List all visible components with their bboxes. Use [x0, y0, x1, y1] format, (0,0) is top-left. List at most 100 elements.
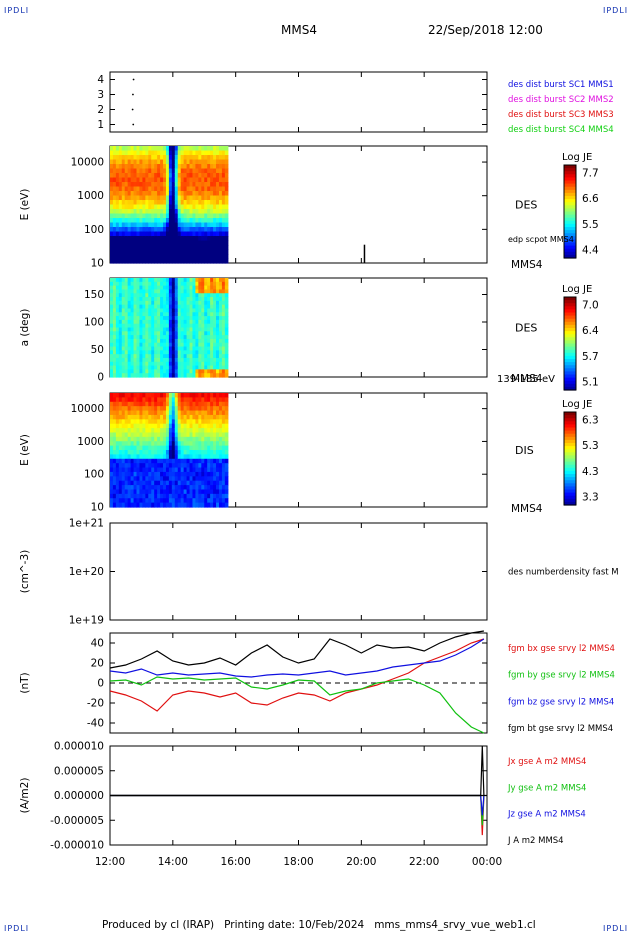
panel-2-heatmap-cell [124, 365, 129, 370]
panel-1-heatmap-cell [201, 159, 205, 165]
panel-1-heatmap-cell [160, 159, 164, 165]
panel-3-heatmap-cell [148, 401, 152, 407]
panel-1-heatmap-cell [142, 209, 146, 215]
panel-1-heatmap-cell [154, 195, 158, 201]
panel-1-heatmap-cell [110, 168, 114, 174]
panel-1-colorbar-cell [564, 239, 576, 244]
panel-3-heatmap-cell [201, 393, 205, 398]
panel-2-colorbar-cell [564, 343, 576, 348]
panel-3-heatmap-cell [201, 406, 205, 412]
panel-1-heatmap-cell [198, 195, 202, 201]
panel-1-heatmap-cell [112, 245, 117, 251]
panel-2-heatmap-cell [127, 293, 132, 298]
panel-2-heatmap-cell [142, 312, 146, 317]
panel-1-heatmap-cell [165, 164, 170, 170]
panel-2-heatmap-cell [151, 373, 155, 378]
panel-2-heatmap-cell [186, 365, 191, 370]
panel-1-heatmap-cell [136, 240, 141, 246]
panel-1-heatmap-cell [204, 177, 208, 183]
panel-3-heatmap-cell [218, 419, 223, 425]
panel-2-heatmap-cell [130, 327, 135, 332]
panel-1-colorbar-cell [564, 254, 576, 259]
panel-3-heatmap-cell [124, 480, 129, 486]
panel-1-heatmap-cell [218, 177, 223, 183]
panel-1-heatmap-cell [160, 227, 164, 233]
panel-2-colorbar-cell [564, 328, 576, 332]
panel-2-heatmap-cell [121, 357, 126, 363]
panel-2-heatmap-cell [218, 365, 223, 370]
panel-2-colorbar-tick: 6.4 [582, 325, 599, 337]
panel-2-heatmap-cell [157, 350, 161, 355]
panel-1-heatmap-cell [118, 191, 123, 197]
panel-3-heatmap-cell [151, 458, 155, 464]
panel-3-heatmap-cell [121, 410, 126, 416]
panel-3-heatmap-cell [130, 401, 135, 407]
panel-2-heatmap-cell [139, 357, 143, 363]
panel-1-heatmap-cell [136, 191, 141, 197]
panel-1-heatmap-cell [221, 159, 226, 165]
panel-3-heatmap-cell [157, 428, 161, 434]
panel-1-heatmap-cell [112, 222, 117, 228]
panel-2-heatmap-cell [110, 323, 114, 329]
panel-2-heatmap-cell [204, 346, 208, 351]
panel-1-heatmap-cell [171, 191, 176, 197]
panel-2-heatmap-cell [160, 354, 164, 359]
panel-2-heatmap-cell [195, 289, 199, 294]
panel-1-heatmap-cell [165, 168, 170, 174]
panel-1-heatmap-cell [189, 146, 194, 152]
panel-2-heatmap-cell [183, 346, 188, 351]
panel-3-heatmap-cell [168, 393, 173, 398]
panel-3-heatmap-cell [224, 454, 229, 460]
panel-3-heatmap-cell [160, 436, 164, 442]
panel-3-heatmap-cell [183, 463, 188, 469]
panel-2-heatmap-cell [183, 300, 188, 306]
panel-6-legend-entry: Jx gse A m2 MMS4 [507, 757, 586, 767]
panel-3-heatmap-cell [207, 436, 211, 442]
panel-3-heatmap-cell [163, 467, 167, 473]
panel-3-heatmap-cell [145, 498, 149, 504]
panel-1-heatmap-cell [216, 227, 220, 233]
panel-2-heatmap-cell [145, 342, 149, 348]
panel-1-heatmap-cell [180, 245, 185, 251]
panel-3-heatmap-cell [174, 480, 179, 486]
panel-2-heatmap-cell [195, 281, 199, 287]
panel-3-heatmap-cell [136, 489, 141, 495]
panel-2-heatmap-cell [160, 297, 164, 302]
panel-2-heatmap-cell [130, 323, 135, 329]
footer: Produced by cl (IRAP) Printing date: 10/… [102, 919, 536, 931]
panel-6-legend-entry: Jy gse A m2 MMS4 [507, 783, 586, 793]
panel-1-heatmap-cell [124, 245, 129, 251]
panel-1-heatmap-cell [115, 231, 120, 237]
panel-3-heatmap-cell [195, 397, 199, 403]
panel-1-heatmap-cell [180, 209, 185, 215]
panel-1-heatmap-cell [201, 186, 205, 192]
panel-2-heatmap-cell [145, 357, 149, 363]
panel-3-heatmap-cell [163, 428, 167, 434]
panel-3-heatmap-cell [207, 406, 211, 412]
panel-3-heatmap-cell [165, 432, 170, 438]
panel-1-heatmap-cell [118, 200, 123, 206]
panel-3-heatmap-cell [180, 476, 185, 482]
panel-1-heatmap-cell [165, 245, 170, 251]
panel-1-spacecraft-label: MMS4 [511, 259, 543, 271]
panel-3-heatmap-cell [207, 414, 211, 420]
panel-3-heatmap-cell [160, 493, 164, 499]
panel-1-heatmap-cell [221, 150, 226, 156]
panel-3-heatmap-cell [189, 463, 194, 469]
panel-1-heatmap-cell [189, 164, 194, 170]
panel-2-heatmap-cell [198, 289, 202, 294]
panel-2-heatmap-cell [115, 323, 120, 329]
panel-3-heatmap-cell [180, 493, 185, 499]
panel-1-heatmap-cell [198, 222, 202, 228]
panel-1-heatmap-cell [130, 191, 135, 197]
panel-3-heatmap-cell [201, 489, 205, 495]
panel-1-heatmap-cell [186, 173, 191, 179]
panel-1-heatmap-cell [145, 249, 149, 255]
panel-3-heatmap-cell [121, 441, 126, 447]
panel-3-heatmap-cell [216, 480, 220, 486]
panel-5-ytick-label: -40 [87, 718, 104, 730]
panel-2-heatmap-cell [174, 357, 179, 363]
panel-3-heatmap-cell [195, 445, 199, 451]
panel-2-heatmap-cell [121, 361, 126, 367]
panel-3-heatmap-cell [133, 414, 138, 420]
